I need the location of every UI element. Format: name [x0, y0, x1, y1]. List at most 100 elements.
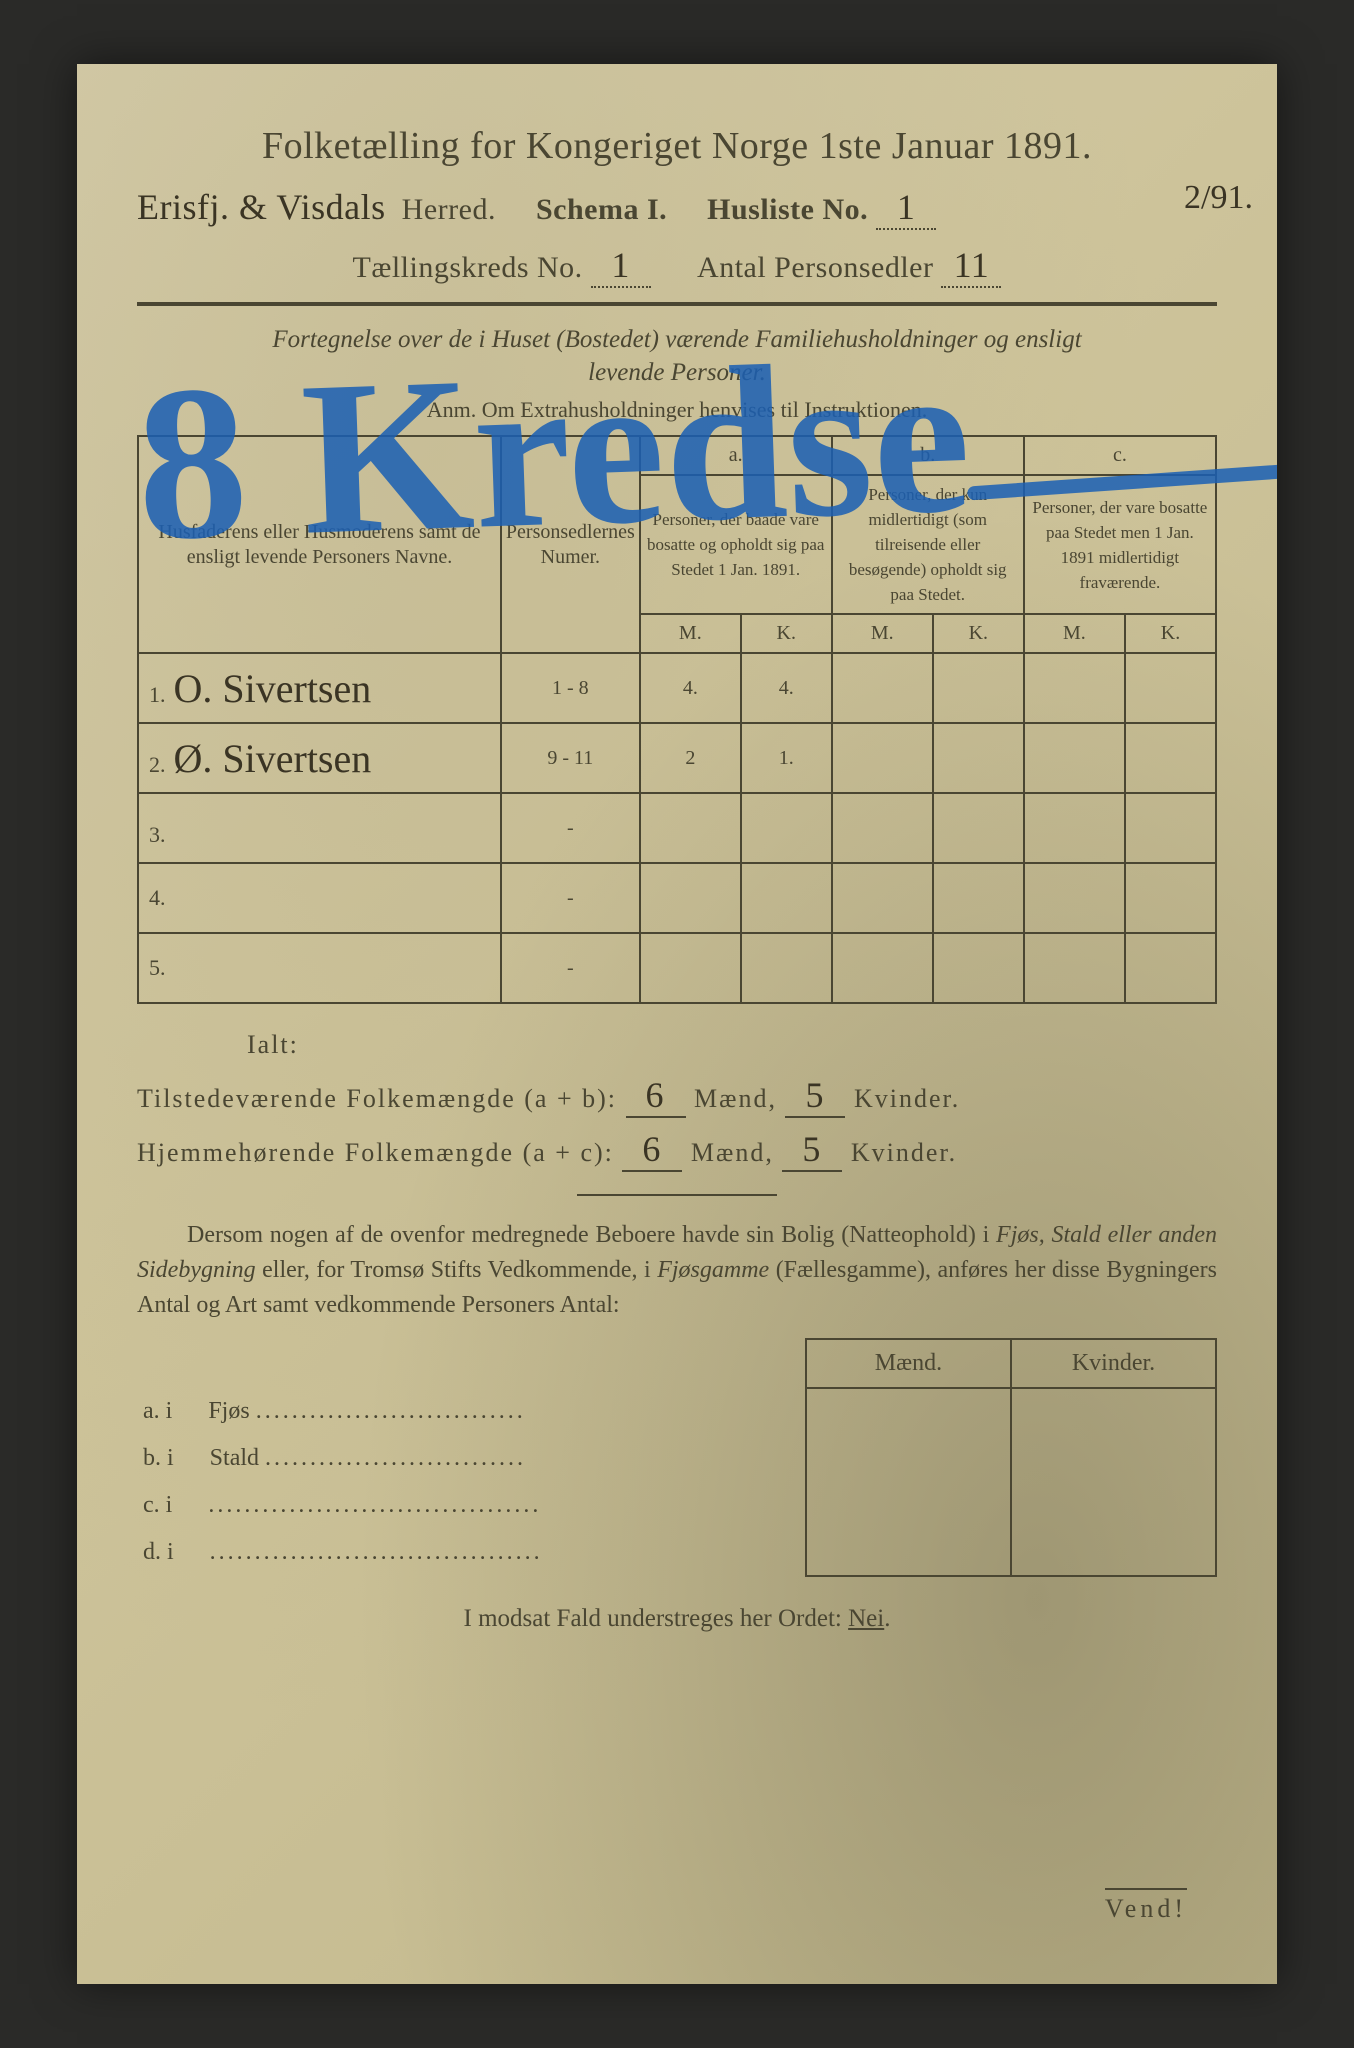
am-cell: [640, 793, 741, 863]
bm-cell: [832, 793, 933, 863]
table-row: 2.Ø. Sivertsen 9 - 11 2 1.: [138, 723, 1216, 793]
kreds-label: Tællingskreds No.: [353, 251, 583, 284]
herred-line: Erisfj. & Visdals Herred. Schema I. Husl…: [137, 186, 1217, 230]
k-cell: [1011, 1435, 1216, 1482]
ak-cell: 4.: [741, 653, 832, 723]
form-title: Folketælling for Kongeriget Norge 1ste J…: [137, 124, 1217, 168]
col-numer: Personsedlernes Numer.: [501, 436, 640, 653]
numer-cell: 9 - 11: [501, 723, 640, 793]
col-name: Husfaderens eller Husmoderens samt de en…: [138, 436, 501, 653]
am-cell: 4.: [640, 653, 741, 723]
cm-cell: [1024, 653, 1125, 723]
am-cell: 2: [640, 723, 741, 793]
name-cell: Ø. Sivertsen: [174, 736, 372, 781]
herred-name: Erisfj. & Visdals: [137, 186, 386, 228]
outbuilding-paragraph: Dersom nogen af de ovenfor medregnede Be…: [137, 1218, 1217, 1322]
ialt-label: Ialt:: [247, 1030, 1217, 1060]
numer-cell: -: [501, 933, 640, 1003]
desc-line1: Fortegnelse over de i Huset (Bostedet) v…: [272, 326, 1081, 353]
bk-cell: [933, 793, 1024, 863]
kreds-line: Tællingskreds No. 1 Antal Personsedler 1…: [137, 244, 1217, 288]
husliste-label: Husliste No.: [707, 193, 868, 226]
am-cell: [640, 933, 741, 1003]
bk-cell: [933, 933, 1024, 1003]
m-cell: [806, 1435, 1011, 1482]
outbuilding-row: b. i Stald .............................: [137, 1435, 1216, 1482]
kvinder-label: Kvinder.: [851, 1138, 957, 1167]
name-cell: O. Sivertsen: [174, 666, 372, 711]
kvinder-label: Kvinder.: [854, 1084, 960, 1113]
k-cell: [1011, 1388, 1216, 1435]
present-m: 6: [626, 1074, 686, 1118]
col-c: Personer, der vare bosatte paa Stedet me…: [1024, 475, 1216, 614]
vend-label: Vend!: [1105, 1888, 1187, 1924]
census-form-page: 2/91. Folketælling for Kongeriget Norge …: [77, 64, 1277, 1984]
ak-cell: 1.: [741, 723, 832, 793]
sedler-value: 11: [941, 244, 1001, 288]
ak-cell: [741, 793, 832, 863]
k-cell: [1011, 1482, 1216, 1529]
outbuilding-row: d. i ...................................…: [137, 1529, 1216, 1576]
col-c-m: M.: [1024, 614, 1125, 653]
k-cell: [1011, 1529, 1216, 1576]
col-a-label: a.: [640, 436, 832, 475]
numer-cell: -: [501, 863, 640, 933]
col-a-k: K.: [741, 614, 832, 653]
desc-line2: levende Personer.: [588, 359, 766, 386]
table-row: 1.O. Sivertsen 1 - 8 4. 4.: [138, 653, 1216, 723]
col-b-label: b.: [832, 436, 1024, 475]
margin-note: 2/91.: [1184, 179, 1253, 217]
col-b: Personer, der kun midlertidigt (som tilr…: [832, 475, 1024, 614]
ak-cell: [741, 933, 832, 1003]
bm-cell: [832, 863, 933, 933]
resident-line: Hjemmehørende Folkemængde (a + c): 6 Mæn…: [137, 1128, 1217, 1172]
cm-cell: [1024, 863, 1125, 933]
m-cell: [806, 1388, 1011, 1435]
ck-cell: [1125, 653, 1216, 723]
totals-block: Ialt: Tilstedeværende Folkemængde (a + b…: [137, 1030, 1217, 1172]
form-description: Fortegnelse over de i Huset (Bostedet) v…: [137, 324, 1217, 389]
cm-cell: [1024, 723, 1125, 793]
outbuilding-row: c. i ...................................…: [137, 1482, 1216, 1529]
modsat-line: I modsat Fald understreges her Ordet: Ne…: [137, 1605, 1217, 1633]
present-label: Tilstedeværende Folkemængde (a + b):: [137, 1084, 617, 1113]
divider-top: [137, 302, 1217, 306]
husliste-value: 1: [876, 186, 936, 230]
kreds-value: 1: [591, 244, 651, 288]
col-c-k: K.: [1125, 614, 1216, 653]
table-row: 3. -: [138, 793, 1216, 863]
ck-cell: [1125, 793, 1216, 863]
cm-cell: [1024, 793, 1125, 863]
resident-k: 5: [782, 1128, 842, 1172]
sedler-label: Antal Personsedler: [697, 251, 933, 284]
m-cell: [806, 1529, 1011, 1576]
herred-label: Herred.: [402, 193, 496, 226]
am-cell: [640, 863, 741, 933]
bk-cell: [933, 723, 1024, 793]
col-a: Personer, der baade vare bosatte og opho…: [640, 475, 832, 614]
m-cell: [806, 1482, 1011, 1529]
col-b-m: M.: [832, 614, 933, 653]
bm-cell: [832, 723, 933, 793]
col-maend: Mænd.: [806, 1339, 1011, 1388]
bm-cell: [832, 653, 933, 723]
numer-cell: 1 - 8: [501, 653, 640, 723]
bk-cell: [933, 653, 1024, 723]
ck-cell: [1125, 863, 1216, 933]
ck-cell: [1125, 933, 1216, 1003]
col-b-k: K.: [933, 614, 1024, 653]
table-row: 4. -: [138, 863, 1216, 933]
col-kvinder: Kvinder.: [1011, 1339, 1216, 1388]
numer-cell: -: [501, 793, 640, 863]
household-table: Husfaderens eller Husmoderens samt de en…: [137, 435, 1217, 1004]
outbuilding-row: a. i Fjøs ..............................: [137, 1388, 1216, 1435]
present-line: Tilstedeværende Folkemængde (a + b): 6 M…: [137, 1074, 1217, 1118]
bk-cell: [933, 863, 1024, 933]
cm-cell: [1024, 933, 1125, 1003]
schema-label: Schema I.: [536, 193, 667, 226]
present-k: 5: [785, 1074, 845, 1118]
ak-cell: [741, 863, 832, 933]
bm-cell: [832, 933, 933, 1003]
anm-note: Anm. Om Extrahusholdninger henvises til …: [137, 397, 1217, 423]
ck-cell: [1125, 723, 1216, 793]
